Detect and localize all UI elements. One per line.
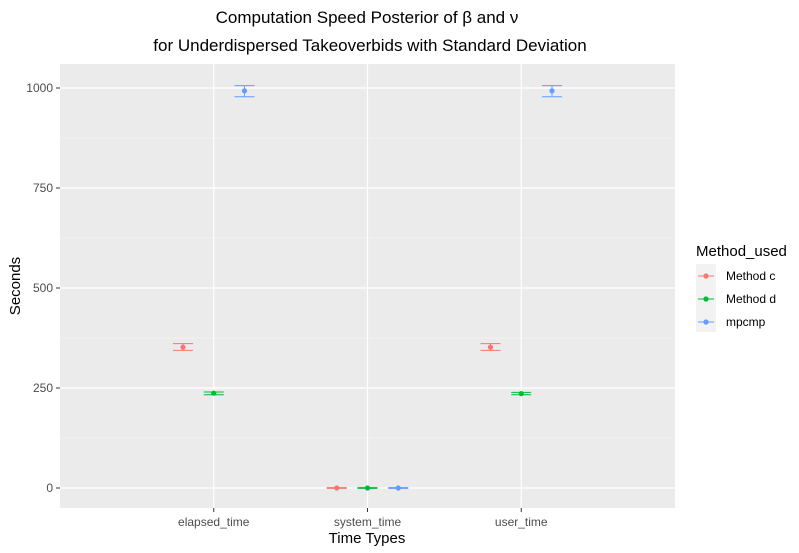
data-point bbox=[241, 88, 248, 94]
data-point bbox=[549, 88, 555, 94]
y-tick-label: 250 bbox=[33, 381, 53, 395]
y-tick-label: 0 bbox=[46, 481, 53, 495]
legend-title: Method_used bbox=[696, 243, 787, 260]
y-axis-ticks: 0 250 500 750 1000 bbox=[26, 81, 60, 495]
data-point bbox=[518, 391, 524, 397]
y-axis-title: Seconds bbox=[7, 257, 24, 315]
legend-label: mpcmp bbox=[726, 315, 766, 329]
error-bar-group bbox=[480, 343, 501, 351]
data-point bbox=[211, 390, 217, 396]
x-tick-label: user_time bbox=[495, 515, 548, 529]
x-tick-label: elapsed_time bbox=[178, 515, 250, 529]
x-tick-label: system_time bbox=[334, 515, 402, 529]
y-tick-label: 500 bbox=[33, 281, 53, 295]
grid-major bbox=[60, 64, 675, 508]
chart-title-line1: Computation Speed Posterior of β and ν bbox=[216, 8, 519, 27]
data-point bbox=[487, 344, 494, 350]
legend-label: Method d bbox=[726, 292, 776, 306]
y-tick-label: 750 bbox=[33, 181, 53, 195]
y-tick-label: 1000 bbox=[26, 81, 53, 95]
error-bar-group bbox=[203, 390, 224, 396]
error-bar-group bbox=[234, 85, 255, 98]
x-axis-title: Time Types bbox=[329, 530, 406, 547]
error-bar-group bbox=[542, 85, 562, 98]
data-point bbox=[364, 485, 371, 491]
error-bar-group bbox=[357, 485, 378, 491]
data-point bbox=[395, 485, 401, 491]
error-bar-group bbox=[173, 343, 193, 351]
legend-key-point bbox=[703, 273, 709, 279]
data-marks bbox=[173, 85, 562, 491]
data-point bbox=[180, 344, 186, 350]
x-axis-ticks: elapsed_time system_time user_time bbox=[178, 508, 548, 529]
legend-key-point bbox=[703, 296, 709, 302]
legend: Method_used Method c Method d mpcmp bbox=[696, 243, 787, 332]
error-bar-group bbox=[511, 391, 532, 397]
legend-label: Method c bbox=[726, 269, 775, 283]
legend-items: Method c Method d mpcmp bbox=[696, 264, 776, 332]
error-bar-group bbox=[388, 485, 409, 491]
error-bar-group bbox=[326, 485, 347, 491]
chart-title-line2: for Underdispersed Takeoverbids with Sta… bbox=[153, 36, 586, 55]
legend-key-point bbox=[703, 319, 709, 325]
data-point bbox=[334, 485, 340, 491]
